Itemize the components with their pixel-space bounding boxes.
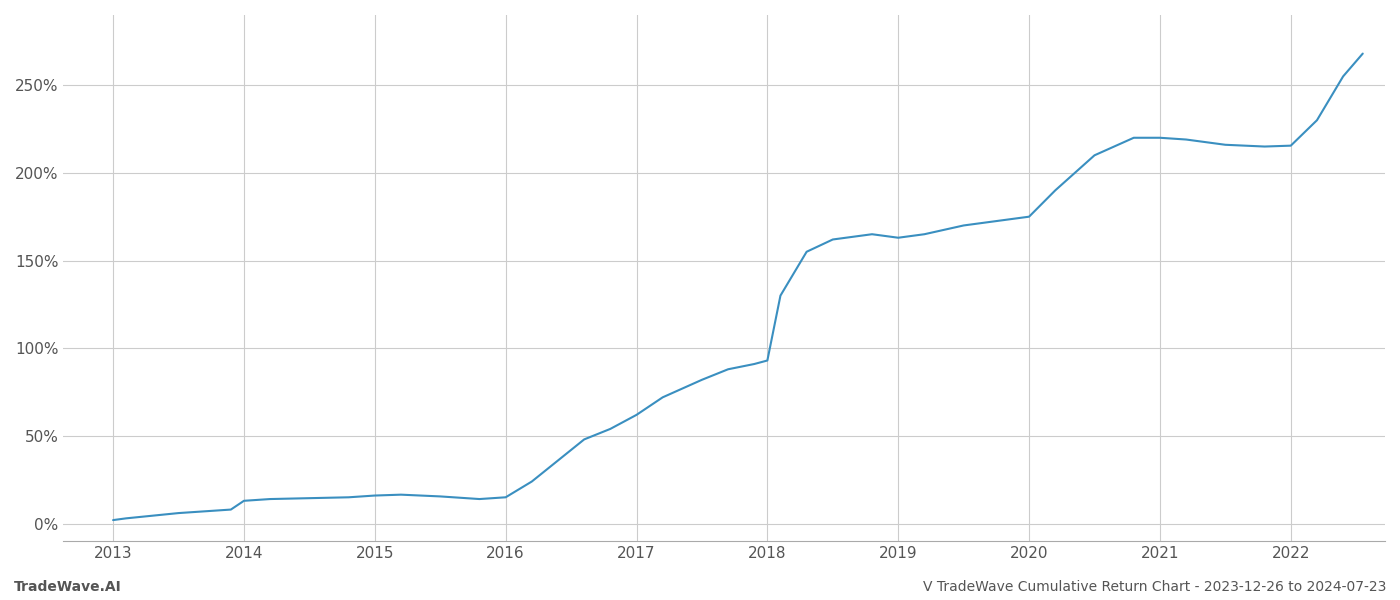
Text: V TradeWave Cumulative Return Chart - 2023-12-26 to 2024-07-23: V TradeWave Cumulative Return Chart - 20…: [923, 580, 1386, 594]
Text: TradeWave.AI: TradeWave.AI: [14, 580, 122, 594]
